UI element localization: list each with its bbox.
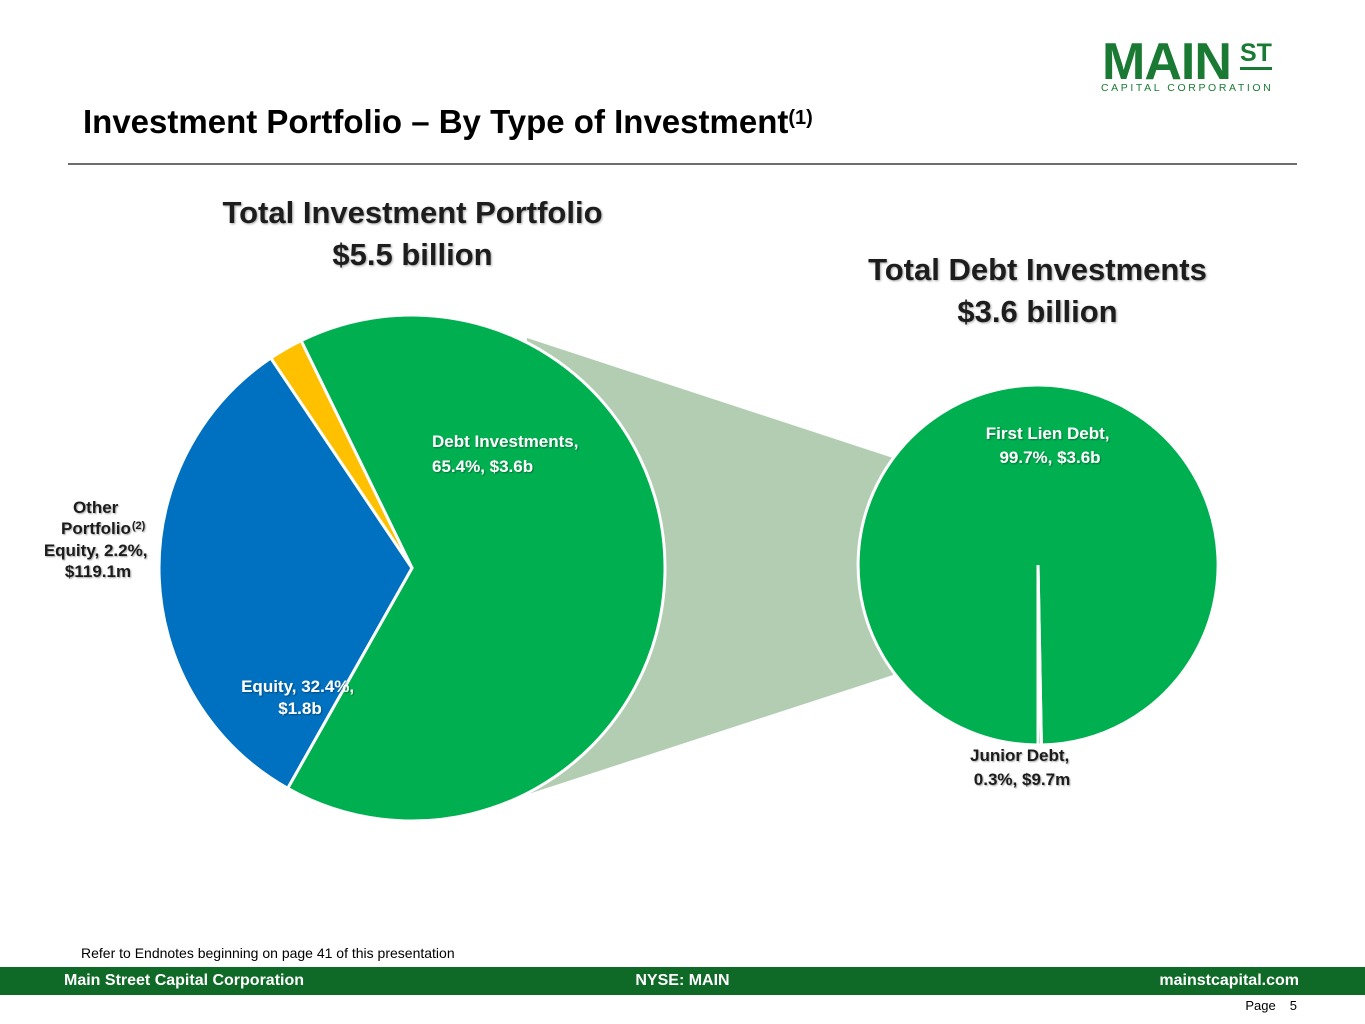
label-debt-line2: 65.4%, $3.6b	[432, 457, 533, 476]
slice-equity	[157, 355, 414, 791]
label-first-lien-line1: First Lien Debt,	[986, 424, 1110, 443]
portfolio-chart-total: $5.5 billion	[332, 237, 493, 272]
debt-chart-heading: Total Debt Investments $3.6 billion	[810, 249, 1265, 333]
label-other-line1: Other	[73, 498, 119, 517]
endnote-reference: Refer to Endnotes beginning on page 41 o…	[81, 945, 455, 961]
label-junior-line2: 0.3%, $9.7m	[974, 770, 1070, 789]
label-equity-line1: Equity, 32.4%,	[241, 677, 354, 696]
label-debt-investments: Debt Investments, 65.4%, $3.6b	[432, 432, 583, 476]
page-number-value: 5	[1289, 998, 1297, 1013]
portfolio-chart-heading: Total Investment Portfolio $5.5 billion	[160, 192, 665, 276]
label-other-line4: $119.1m	[65, 562, 131, 581]
page-number: Page 5	[1245, 998, 1297, 1013]
title-footnote-marker: (1)	[788, 107, 813, 129]
label-other-portfolio-equity: Other Portfolio(2) Equity, 2.2%, $119.1m	[44, 498, 152, 581]
label-other-line2: Portfolio	[61, 519, 131, 538]
debt-pie	[856, 383, 1220, 747]
label-equity-line2: $1.8b	[278, 699, 321, 718]
label-other-footnote: (2)	[132, 520, 146, 532]
footer-ticker: NYSE: MAIN	[635, 972, 730, 989]
logo-superscript: ST	[1240, 41, 1272, 70]
footer-website: mainstcapital.com	[1159, 972, 1299, 989]
logo-wordmark: MAIN	[1102, 33, 1232, 91]
debt-chart-title: Total Debt Investments	[868, 252, 1207, 287]
slice-other-portfolio-equity	[268, 338, 414, 569]
page-label: Page	[1245, 998, 1276, 1013]
logo-subtitle: CAPITAL CORPORATION	[1101, 82, 1274, 94]
slice-debt-investments	[285, 313, 667, 823]
title-divider	[68, 163, 1297, 165]
label-debt-line1: Debt Investments,	[432, 432, 578, 451]
portfolio-chart-title: Total Investment Portfolio	[222, 195, 603, 230]
label-junior-line1: Junior Debt,	[970, 746, 1069, 765]
label-other-line3: Equity, 2.2%,	[44, 541, 148, 560]
label-equity: Equity, 32.4%, $1.8b	[241, 677, 359, 718]
debt-chart-total: $3.6 billion	[957, 294, 1118, 329]
footer-company: Main Street Capital Corporation	[64, 972, 305, 989]
footer-bar: Main Street Capital Corporation NYSE: MA…	[0, 967, 1365, 995]
label-first-lien-line2: 99.7%, $3.6b	[999, 448, 1100, 467]
slide-title: Investment Portfolio – By Type of Invest…	[83, 100, 813, 144]
portfolio-pie	[157, 313, 667, 823]
company-logo: MAIN ST CAPITAL CORPORATION	[1098, 36, 1280, 96]
slide-title-text: Investment Portfolio – By Type of Invest…	[83, 103, 789, 140]
slice-junior-debt	[1036, 564, 1043, 747]
label-junior-debt: Junior Debt, 0.3%, $9.7m	[970, 746, 1074, 789]
label-first-lien-debt: First Lien Debt, 99.7%, $3.6b	[986, 424, 1114, 467]
